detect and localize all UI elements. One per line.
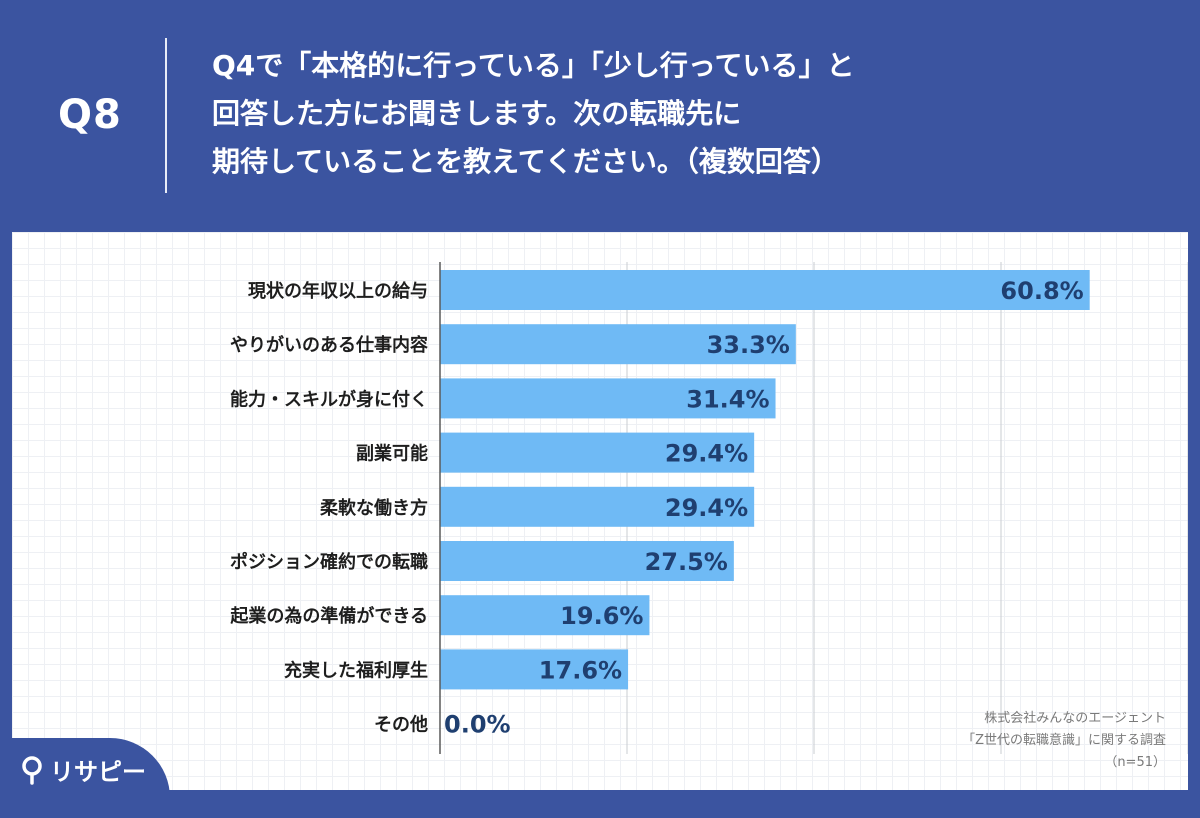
value-label: 17.6% [539, 656, 622, 684]
bar [440, 541, 734, 581]
question-line: Q4で「本格的に行っている」「少し行っている」と [212, 49, 855, 82]
bar-chart: 現状の年収以上の給与 60.8% やりがいのある仕事内容 33.3% 能力・スキルが身に… [229, 262, 1188, 754]
category-label: 柔軟な働き方 [320, 497, 428, 519]
bar [440, 649, 629, 690]
category-label: 充実した福利厚生 [284, 659, 428, 681]
chart-panel: 現状の年収以上の給与 60.8% やりがいのある仕事内容 33.3% 能力・スキルが身に… [12, 232, 1188, 790]
category-label: その他 [374, 714, 428, 736]
category-label: やりがいのある仕事内容 [230, 334, 428, 356]
source-line: （n=51） [1104, 755, 1166, 770]
value-label: 27.5% [645, 548, 728, 576]
bar [440, 486, 755, 527]
value-label: 33.3% [707, 331, 790, 359]
value-label: 19.6% [560, 602, 643, 630]
category-label: 起業の為の準備ができる [229, 605, 428, 627]
value-label: 29.4% [665, 440, 748, 468]
category-label: ポジション確約での転職 [230, 551, 428, 573]
question-number: Q8 [58, 92, 122, 138]
category-label: 現状の年収以上の給与 [248, 280, 428, 302]
bar [440, 378, 776, 419]
source-line: 「Z世代の転職意識」に関する調査 [962, 733, 1166, 748]
value-label: 0.0% [444, 711, 511, 739]
bar [440, 595, 650, 636]
source-note: 株式会社みんなのエージェント 「Z世代の転職意識」に関する調査 （n=51） [962, 708, 1166, 774]
search-icon [22, 755, 42, 785]
value-label: 29.4% [665, 494, 748, 522]
logo-text: リサピー [50, 758, 146, 786]
category-label: 能力・スキルが身に付く [230, 388, 428, 410]
logo: リサピー [20, 752, 146, 787]
value-label: 60.8% [1000, 277, 1083, 305]
question-line: 期待していることを教えてください。（複数回答） [212, 145, 839, 178]
header-divider [165, 38, 167, 193]
question-line: 回答した方にお聞きします。次の転職先に [212, 97, 742, 130]
source-line: 株式会社みんなのエージェント [984, 711, 1166, 726]
bar [440, 270, 1090, 310]
bar [440, 324, 796, 365]
category-label: 副業可能 [356, 443, 428, 465]
question-text: Q4で「本格的に行っている」「少し行っている」と 回答した方にお聞きします。次の… [212, 42, 1112, 186]
value-label: 31.4% [686, 385, 769, 413]
header: Q8 Q4で「本格的に行っている」「少し行っている」と 回答した方にお聞きします… [0, 0, 1200, 230]
bar [440, 432, 755, 473]
logo-badge: リサピー [0, 738, 170, 818]
